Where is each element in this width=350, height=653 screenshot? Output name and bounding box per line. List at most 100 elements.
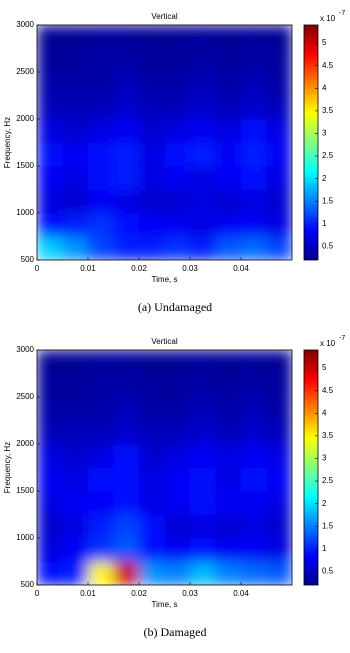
heatmap-cell (139, 514, 165, 539)
heatmap-cell (37, 350, 63, 374)
heatmap-cell (266, 236, 292, 260)
heatmap-cell (164, 213, 191, 237)
colorbar-tick-label: 3 (322, 129, 327, 138)
heatmap-cell (88, 48, 114, 73)
heatmap-cell (215, 25, 242, 49)
heatmap-cell (88, 491, 114, 515)
colorbar-tick-label: 4.5 (322, 386, 334, 395)
heatmap-cell (113, 444, 140, 468)
heatmap-cell (190, 397, 216, 421)
heatmap-cell (88, 538, 114, 562)
heatmap-cell (215, 142, 242, 167)
x-axis-label: Time, s (152, 275, 178, 284)
colorbar-exponent: -7 (339, 335, 345, 342)
heatmap-cell (88, 236, 114, 260)
heatmap-cell (62, 213, 89, 237)
heatmap-cell (266, 95, 292, 120)
heatmap-cell (241, 420, 267, 445)
heatmap-cell (88, 373, 114, 398)
y-tick-label: 3000 (16, 20, 34, 29)
heatmap-cell (164, 420, 191, 445)
heatmap-cell (241, 514, 267, 539)
heatmap-cell (190, 491, 216, 515)
heatmap-cell (190, 25, 216, 49)
heatmap-cell (215, 72, 242, 96)
heatmap-cell (241, 444, 267, 468)
heatmap (37, 25, 292, 260)
heatmap-cell (266, 467, 292, 492)
heatmap-cell (139, 95, 165, 120)
colorbar-label: x 10 (320, 339, 336, 348)
heatmap-cell (139, 444, 165, 468)
heatmap-cell (37, 467, 63, 492)
colorbar-tick-label: 3 (322, 454, 327, 463)
heatmap-cell (37, 373, 63, 398)
heatmap-cell (215, 350, 242, 374)
heatmap-cell (113, 538, 140, 562)
heatmap-cell (164, 538, 191, 562)
heatmap-cell (113, 48, 140, 73)
y-tick-label: 1500 (16, 161, 34, 170)
heatmap-cell (215, 397, 242, 421)
heatmap-cell (37, 491, 63, 515)
colorbar-tick-label: 2 (322, 174, 327, 183)
heatmap (37, 350, 292, 585)
heatmap-cell (139, 236, 165, 260)
heatmap-cell (164, 166, 191, 190)
x-tick-label: 0.04 (233, 264, 249, 273)
heatmap-cell (241, 213, 267, 237)
colorbar-tick-label: 3.5 (322, 106, 334, 115)
heatmap-cell (164, 25, 191, 49)
heatmap-cell (37, 514, 63, 539)
heatmap-cell (266, 72, 292, 96)
heatmap-cell (113, 189, 140, 214)
heatmap-cell (37, 119, 63, 143)
heatmap-cell (164, 444, 191, 468)
heatmap-cell (164, 95, 191, 120)
heatmap-cell (190, 538, 216, 562)
colorbar (303, 24, 319, 261)
heatmap-cell (88, 467, 114, 492)
heatmap-cell (190, 561, 216, 585)
x-tick-label: 0.02 (131, 264, 147, 273)
x-tick-label: 0.02 (131, 589, 147, 598)
heatmap-cell (88, 189, 114, 214)
y-tick-label: 2000 (16, 114, 34, 123)
heatmap-cell (88, 142, 114, 167)
heatmap-cell (113, 236, 140, 260)
heatmap-cell (215, 491, 242, 515)
heatmap-cell (139, 538, 165, 562)
heatmap-cell (215, 236, 242, 260)
heatmap-cell (139, 373, 165, 398)
heatmap-cell (88, 350, 114, 374)
heatmap-cell (241, 48, 267, 73)
heatmap-cell (88, 213, 114, 237)
heatmap-cell (266, 373, 292, 398)
heatmap-cell (139, 397, 165, 421)
heatmap-cell (37, 561, 63, 585)
heatmap-cell (190, 72, 216, 96)
heatmap-cell (37, 189, 63, 214)
heatmap-cell (164, 72, 191, 96)
heatmap-cell (113, 142, 140, 167)
heatmap-cell (62, 420, 89, 445)
heatmap-cell (190, 95, 216, 120)
x-tick-label: 0.01 (80, 589, 96, 598)
heatmap-cell (139, 72, 165, 96)
heatmap-cell (37, 166, 63, 190)
heatmap-cell (266, 538, 292, 562)
heatmap-cell (164, 373, 191, 398)
colorbar-tick-label: 5 (322, 363, 327, 372)
heatmap-cell (62, 48, 89, 73)
heatmap-cell (164, 561, 191, 585)
colorbar-tick-label: 1 (322, 219, 327, 228)
colorbar-tick-label: 2.5 (322, 151, 334, 160)
heatmap-cell (37, 48, 63, 73)
heatmap-cell (266, 420, 292, 445)
colorbar-tick-label: 0.5 (322, 567, 334, 576)
heatmap-cell (62, 25, 89, 49)
heatmap-cell (266, 142, 292, 167)
heatmap-cell (190, 189, 216, 214)
heatmap-cell (62, 561, 89, 585)
